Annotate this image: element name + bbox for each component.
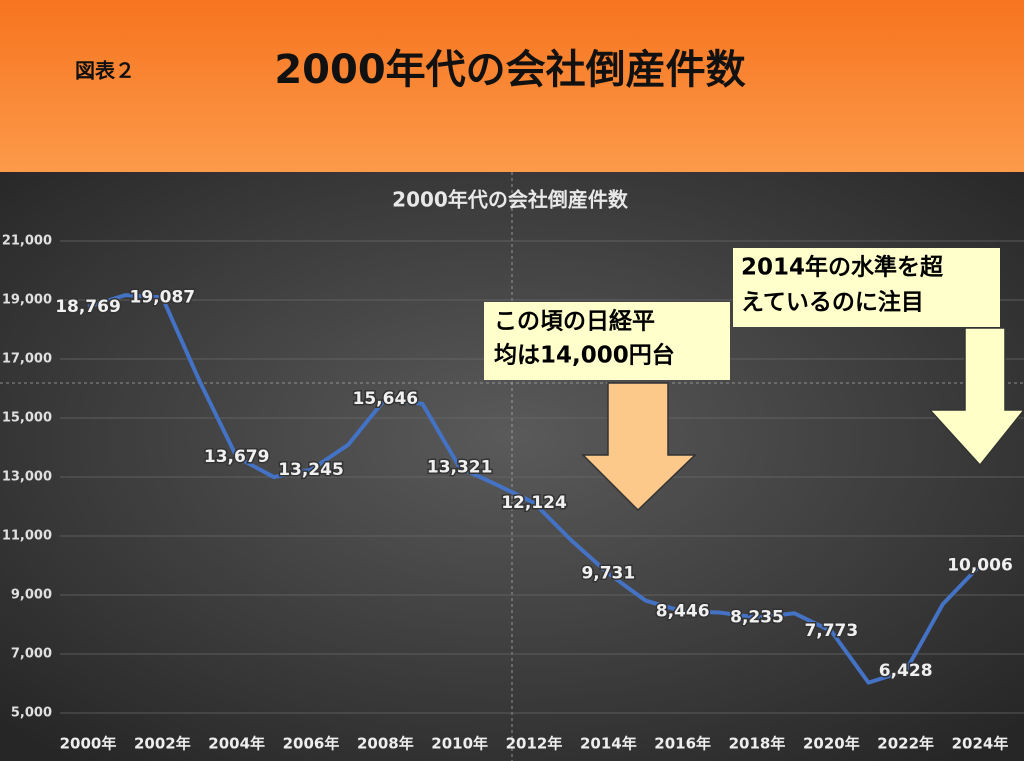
data-label: 19,087: [130, 287, 196, 307]
annotation-text: えているのに注目: [741, 289, 924, 316]
x-tick-label: 2006年: [283, 735, 340, 753]
annotation-box: [484, 302, 730, 380]
y-tick-label: 11,000: [2, 529, 52, 544]
data-label: 13,679: [204, 447, 270, 467]
header-band: [0, 0, 1024, 172]
x-tick-label: 2020年: [803, 735, 860, 753]
data-label: 8,446: [656, 601, 710, 621]
data-label: 10,006: [947, 555, 1013, 575]
data-label: 9,731: [581, 563, 635, 583]
annotation-text: この頃の日経平: [494, 308, 655, 335]
annotation-box: [733, 248, 1000, 327]
data-label: 8,235: [730, 608, 784, 628]
data-label: 6,428: [879, 661, 933, 681]
y-tick-label: 5,000: [11, 706, 52, 721]
x-tick-label: 2008年: [357, 735, 414, 753]
y-tick-label: 9,000: [11, 588, 52, 603]
x-tick-label: 2012年: [506, 735, 563, 753]
y-tick-label: 15,000: [2, 411, 52, 426]
x-tick-label: 2002年: [134, 735, 191, 753]
annotation-text: 2014年の水準を超: [741, 254, 944, 281]
x-tick-label: 2014年: [580, 735, 637, 753]
data-line: [87, 293, 982, 685]
x-tick-label: 2018年: [729, 735, 786, 753]
y-tick-label: 7,000: [11, 647, 52, 662]
arrow: [928, 327, 1024, 467]
x-tick-label: 2024年: [952, 735, 1009, 753]
y-tick-label: 17,000: [2, 352, 52, 367]
annotation-text: 均は14,000円台: [494, 342, 675, 369]
x-tick-label: 2010年: [431, 735, 488, 753]
x-tick-label: 2016年: [654, 735, 711, 753]
page-title: 2000年代の会社倒産件数: [274, 47, 745, 93]
x-tick-label: 2000年: [60, 735, 117, 753]
figure-label: 図表２: [75, 59, 135, 83]
y-tick-label: 19,000: [2, 293, 52, 308]
y-tick-label: 21,000: [2, 234, 52, 249]
data-label: 13,245: [278, 460, 344, 480]
data-label: 12,124: [501, 493, 567, 513]
chart-title: 2000年代の会社倒産件数: [392, 188, 629, 212]
x-tick-label: 2022年: [877, 735, 934, 753]
data-label: 15,646: [353, 389, 419, 409]
data-label: 13,321: [427, 458, 493, 478]
arrow: [581, 382, 697, 512]
data-label: 18,769: [55, 297, 121, 317]
x-tick-label: 2004年: [208, 735, 265, 753]
data-label: 7,773: [804, 621, 858, 641]
y-tick-label: 13,000: [2, 470, 52, 485]
plot: 5,000 7,000 9,000 11,000 13,000 15,000 17,000 1…: [2, 234, 1024, 753]
